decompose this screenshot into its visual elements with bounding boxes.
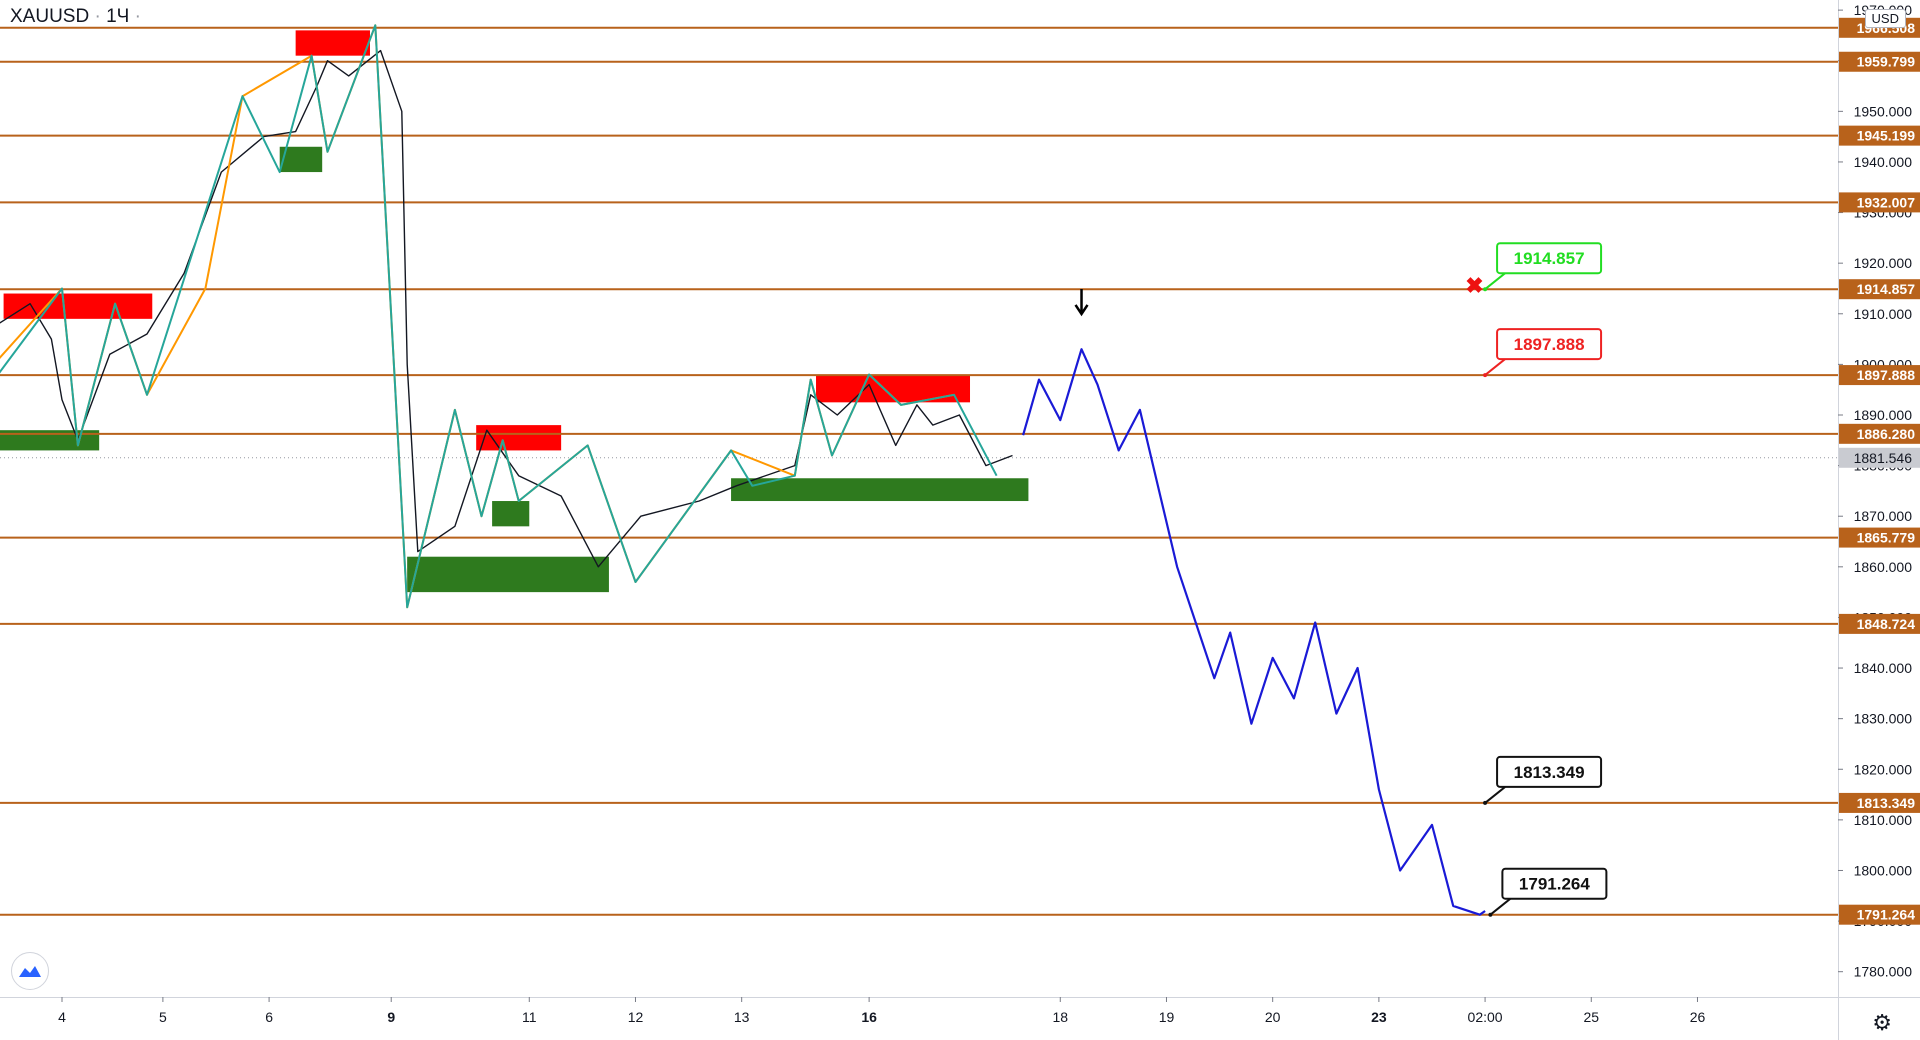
level-price-tag xyxy=(1839,792,1920,813)
callout-label: 1813.349 xyxy=(1514,763,1585,782)
x-tick-label: 02:00 xyxy=(1468,1009,1503,1025)
last-price-label: 1881.546 xyxy=(1854,450,1913,466)
x-tick-label: 20 xyxy=(1265,1009,1281,1025)
callout-label: 1897.888 xyxy=(1514,335,1585,354)
callout-pointer xyxy=(1489,897,1512,916)
tradingview-logo[interactable] xyxy=(11,952,49,990)
series-forecast xyxy=(1022,348,1486,916)
logo-icon xyxy=(19,966,41,977)
demand-zone xyxy=(731,478,1029,502)
symbol-label[interactable]: XAUUSD xyxy=(10,6,90,27)
y-tick-label: 1920.000 xyxy=(1854,255,1913,271)
supply-zone xyxy=(3,293,153,319)
level-price-label: 1959.799 xyxy=(1857,54,1916,70)
y-tick-label: 1830.000 xyxy=(1854,711,1913,727)
x-tick-label: 11 xyxy=(522,1009,537,1025)
y-tick-label: 1870.000 xyxy=(1854,508,1913,524)
callout-box xyxy=(1496,328,1603,361)
chart-title: XAUUSD · 1Ч · xyxy=(10,6,141,28)
interval-label[interactable]: 1Ч xyxy=(106,6,130,27)
arrow-down-icon xyxy=(1074,288,1089,317)
demand-zone xyxy=(0,430,100,451)
level-price-tag xyxy=(1839,125,1920,146)
callout-anchor xyxy=(1488,912,1493,917)
y-tick-label: 1810.000 xyxy=(1854,812,1913,828)
currency-badge[interactable]: USD xyxy=(1864,9,1906,28)
level-price-tag xyxy=(1839,51,1920,72)
callout-pointer xyxy=(1484,786,1506,804)
level-price-label: 1813.349 xyxy=(1857,795,1916,811)
x-tick-label: 26 xyxy=(1690,1009,1706,1025)
x-tick-label: 4 xyxy=(58,1009,66,1025)
callout-box xyxy=(1496,755,1603,788)
supply-zone xyxy=(295,30,370,56)
plot-area: ✖ 1914.857 1897.888 1813.349 1791.264 xyxy=(0,24,1838,917)
x-tick-label: 6 xyxy=(265,1009,273,1025)
x-tick-label: 25 xyxy=(1583,1009,1599,1025)
y-tick-label: 1780.000 xyxy=(1854,964,1913,980)
title-separator: · xyxy=(94,6,101,27)
demand-zone xyxy=(279,146,323,173)
level-price-label: 1897.888 xyxy=(1857,367,1916,383)
level-price-label: 1848.724 xyxy=(1857,616,1916,632)
x-mark-icon: ✖ xyxy=(1465,273,1483,298)
settings-gear-icon[interactable]: ⚙ xyxy=(1872,1010,1892,1035)
y-tick-label: 1950.000 xyxy=(1854,103,1913,119)
callout-pointer xyxy=(1484,358,1506,376)
callout-box xyxy=(1501,867,1608,900)
demand-zone xyxy=(492,501,530,527)
level-price-tag xyxy=(1839,192,1920,213)
level-price-tag xyxy=(1839,423,1920,444)
y-tick-label: 1890.000 xyxy=(1854,407,1913,423)
x-tick-label: 23 xyxy=(1371,1009,1387,1025)
demand-zone xyxy=(407,556,609,593)
level-price-label: 1886.280 xyxy=(1857,426,1916,442)
callout-box xyxy=(1496,242,1603,275)
callout-label: 1791.264 xyxy=(1519,875,1590,894)
level-price-label: 1865.779 xyxy=(1857,530,1916,546)
callout-pointer xyxy=(1484,272,1506,290)
level-price-tag xyxy=(1839,904,1920,925)
x-tick-label: 12 xyxy=(628,1009,644,1025)
title-dot: · xyxy=(134,6,141,27)
last-price-tag xyxy=(1839,447,1920,468)
x-tick-label: 18 xyxy=(1052,1009,1068,1025)
level-price-label: 1914.857 xyxy=(1857,281,1916,297)
supply-zone xyxy=(476,425,562,451)
x-tick-label: 19 xyxy=(1159,1009,1175,1025)
level-price-tag xyxy=(1839,527,1920,548)
y-tick-label: 1910.000 xyxy=(1854,306,1913,322)
y-tick-label: 1940.000 xyxy=(1854,154,1913,170)
series-zigzag-down xyxy=(0,24,998,609)
x-tick-label: 16 xyxy=(861,1009,877,1025)
x-tick-label: 5 xyxy=(159,1009,167,1025)
level-price-label: 1945.199 xyxy=(1857,128,1916,144)
level-price-tag xyxy=(1839,279,1920,300)
level-price-label: 1932.007 xyxy=(1857,194,1916,210)
level-price-tag xyxy=(1839,613,1920,634)
callout-anchor xyxy=(1483,800,1488,805)
y-tick-label: 1840.000 xyxy=(1854,660,1913,676)
x-tick-label: 13 xyxy=(734,1009,750,1025)
y-tick-label: 1800.000 xyxy=(1854,862,1913,878)
callout-anchor xyxy=(1483,287,1488,292)
level-price-label: 1791.264 xyxy=(1857,907,1916,923)
callout-label: 1914.857 xyxy=(1514,249,1585,268)
level-price-tag xyxy=(1839,365,1920,386)
y-tick-label: 1820.000 xyxy=(1854,761,1913,777)
x-tick-label: 9 xyxy=(387,1009,395,1025)
callout-anchor xyxy=(1483,373,1488,378)
y-tick-label: 1860.000 xyxy=(1854,559,1913,575)
